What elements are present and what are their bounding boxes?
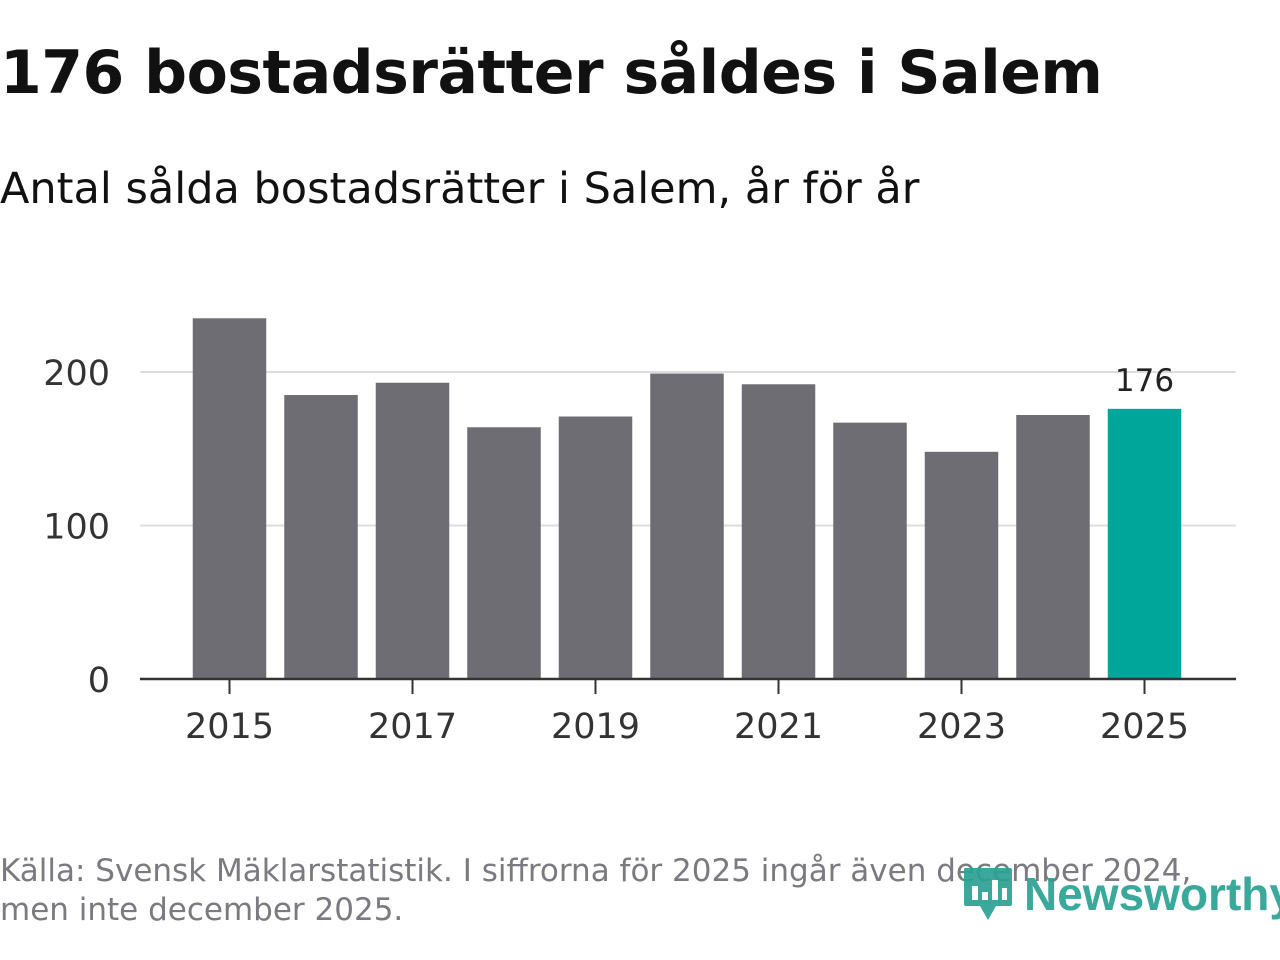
bar-2017 xyxy=(375,382,450,679)
newsworthy-logo: Newsworthy xyxy=(962,862,1280,926)
bar-2022 xyxy=(833,422,907,679)
bars xyxy=(192,318,1182,679)
y-tick-label: 100 xyxy=(43,508,110,548)
y-tick-label: 0 xyxy=(88,661,110,701)
x-tick-label: 2019 xyxy=(551,707,640,747)
bar-2018 xyxy=(467,427,541,679)
bar-2025 xyxy=(1107,408,1182,679)
axes: 0 100 200 2015 2017 2019 2021 2023 2025 xyxy=(43,354,1236,747)
bar-2024 xyxy=(1016,414,1090,679)
bar-2015 xyxy=(192,318,267,679)
x-tick-label: 2015 xyxy=(185,707,274,747)
chart-subtitle: Antal sålda bostadsrätter i Salem, år fö… xyxy=(0,164,920,214)
x-tick-label: 2021 xyxy=(734,707,823,747)
bar-chart: 0 100 200 2015 2017 2019 2021 2023 2025 176 xyxy=(43,318,1236,747)
data-labels: 176 xyxy=(1115,363,1174,399)
bar-2016 xyxy=(284,395,358,679)
bar-2019 xyxy=(558,416,633,679)
bar-value-label-2025: 176 xyxy=(1115,363,1174,399)
newsworthy-logo-text: Newsworthy xyxy=(1024,868,1280,920)
x-tick-label: 2023 xyxy=(917,707,1006,747)
bar-2021 xyxy=(741,384,816,679)
source-note-line-2: men inte december 2025. xyxy=(0,892,404,928)
x-tick-label: 2017 xyxy=(368,707,457,747)
x-tick-label: 2025 xyxy=(1100,707,1189,747)
bar-2023 xyxy=(924,451,999,679)
newsworthy-logo-icon xyxy=(964,868,1012,920)
chart-title: 176 bostadsrätter såldes i Salem xyxy=(0,38,1103,108)
y-tick-label: 200 xyxy=(43,354,110,394)
bar-2020 xyxy=(650,373,724,679)
